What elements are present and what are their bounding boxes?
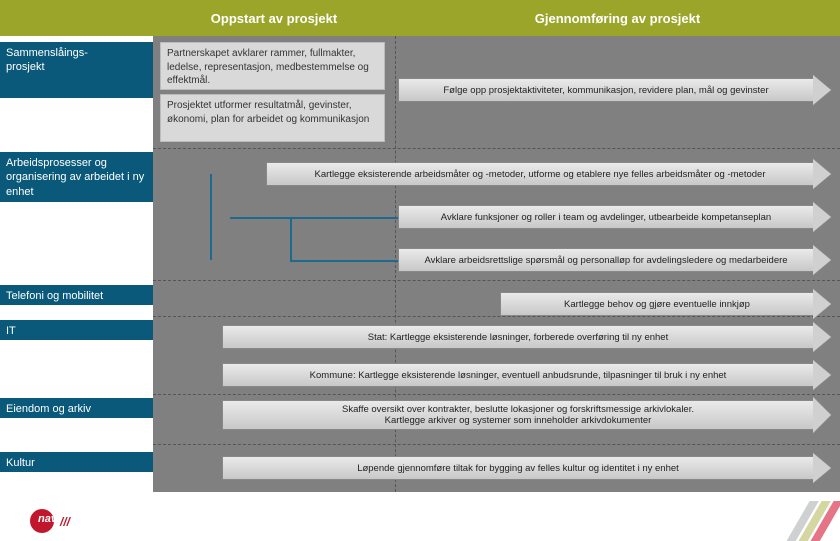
section-divider [153, 394, 840, 395]
diagram-canvas: Oppstart av prosjekt Gjennomføring av pr… [0, 0, 840, 541]
activity-arrow-5: Stat: Kartlegge eksisterende løsninger, … [222, 325, 814, 349]
activity-arrow-4: Kartlegge behov og gjøre eventuelle innk… [500, 292, 814, 316]
activity-arrow-2: Avklare funksjoner og roller i team og a… [398, 205, 814, 229]
logo: nav /// [30, 509, 80, 533]
connector-segment-1 [290, 260, 398, 262]
activity-arrow-7: Skaffe oversikt over kontrakter, beslutt… [222, 400, 814, 430]
section-divider [153, 316, 840, 317]
sidebar-label-4: Eiendom og arkiv [0, 398, 153, 418]
header-col2-label: Gjennomføring av prosjekt [535, 11, 700, 26]
info-textbox-0: Partnerskapet avklarer rammer, fullmakte… [160, 42, 385, 90]
info-textbox-1: Prosjektet utformer resultatmål, gevinst… [160, 94, 385, 142]
activity-arrow-1: Kartlegge eksisterende arbeidsmåter og -… [266, 162, 814, 186]
connector-segment-0 [230, 217, 398, 219]
activity-arrow-8: Løpende gjennomføre tiltak for bygging a… [222, 456, 814, 480]
header-spacer [0, 0, 153, 36]
activity-arrow-0: Følge opp prosjektaktiviteter, kommunika… [398, 78, 814, 102]
header-col1: Oppstart av prosjekt [153, 0, 395, 36]
section-divider [153, 148, 840, 149]
corner-stripes [770, 501, 840, 541]
connector-segment-2 [290, 217, 292, 260]
header-col2: Gjennomføring av prosjekt [395, 0, 840, 36]
sidebar-label-2: Telefoni og mobilitet [0, 285, 153, 305]
activity-arrow-6: Kommune: Kartlegge eksisterende løsninge… [222, 363, 814, 387]
logo-text: nav [38, 513, 57, 525]
header-col1-label: Oppstart av prosjekt [211, 11, 337, 26]
sidebar-label-0: Sammenslåings- prosjekt [0, 42, 153, 98]
sidebar-label-3: IT [0, 320, 153, 340]
sidebar-label-1: Arbeidsprosesser og organisering av arbe… [0, 152, 153, 202]
activity-arrow-3: Avklare arbeidsrettslige spørsmål og per… [398, 248, 814, 272]
section-divider [153, 280, 840, 281]
logo-slashes: /// [60, 515, 70, 529]
sidebar-label-5: Kultur [0, 452, 153, 472]
section-divider [153, 444, 840, 445]
